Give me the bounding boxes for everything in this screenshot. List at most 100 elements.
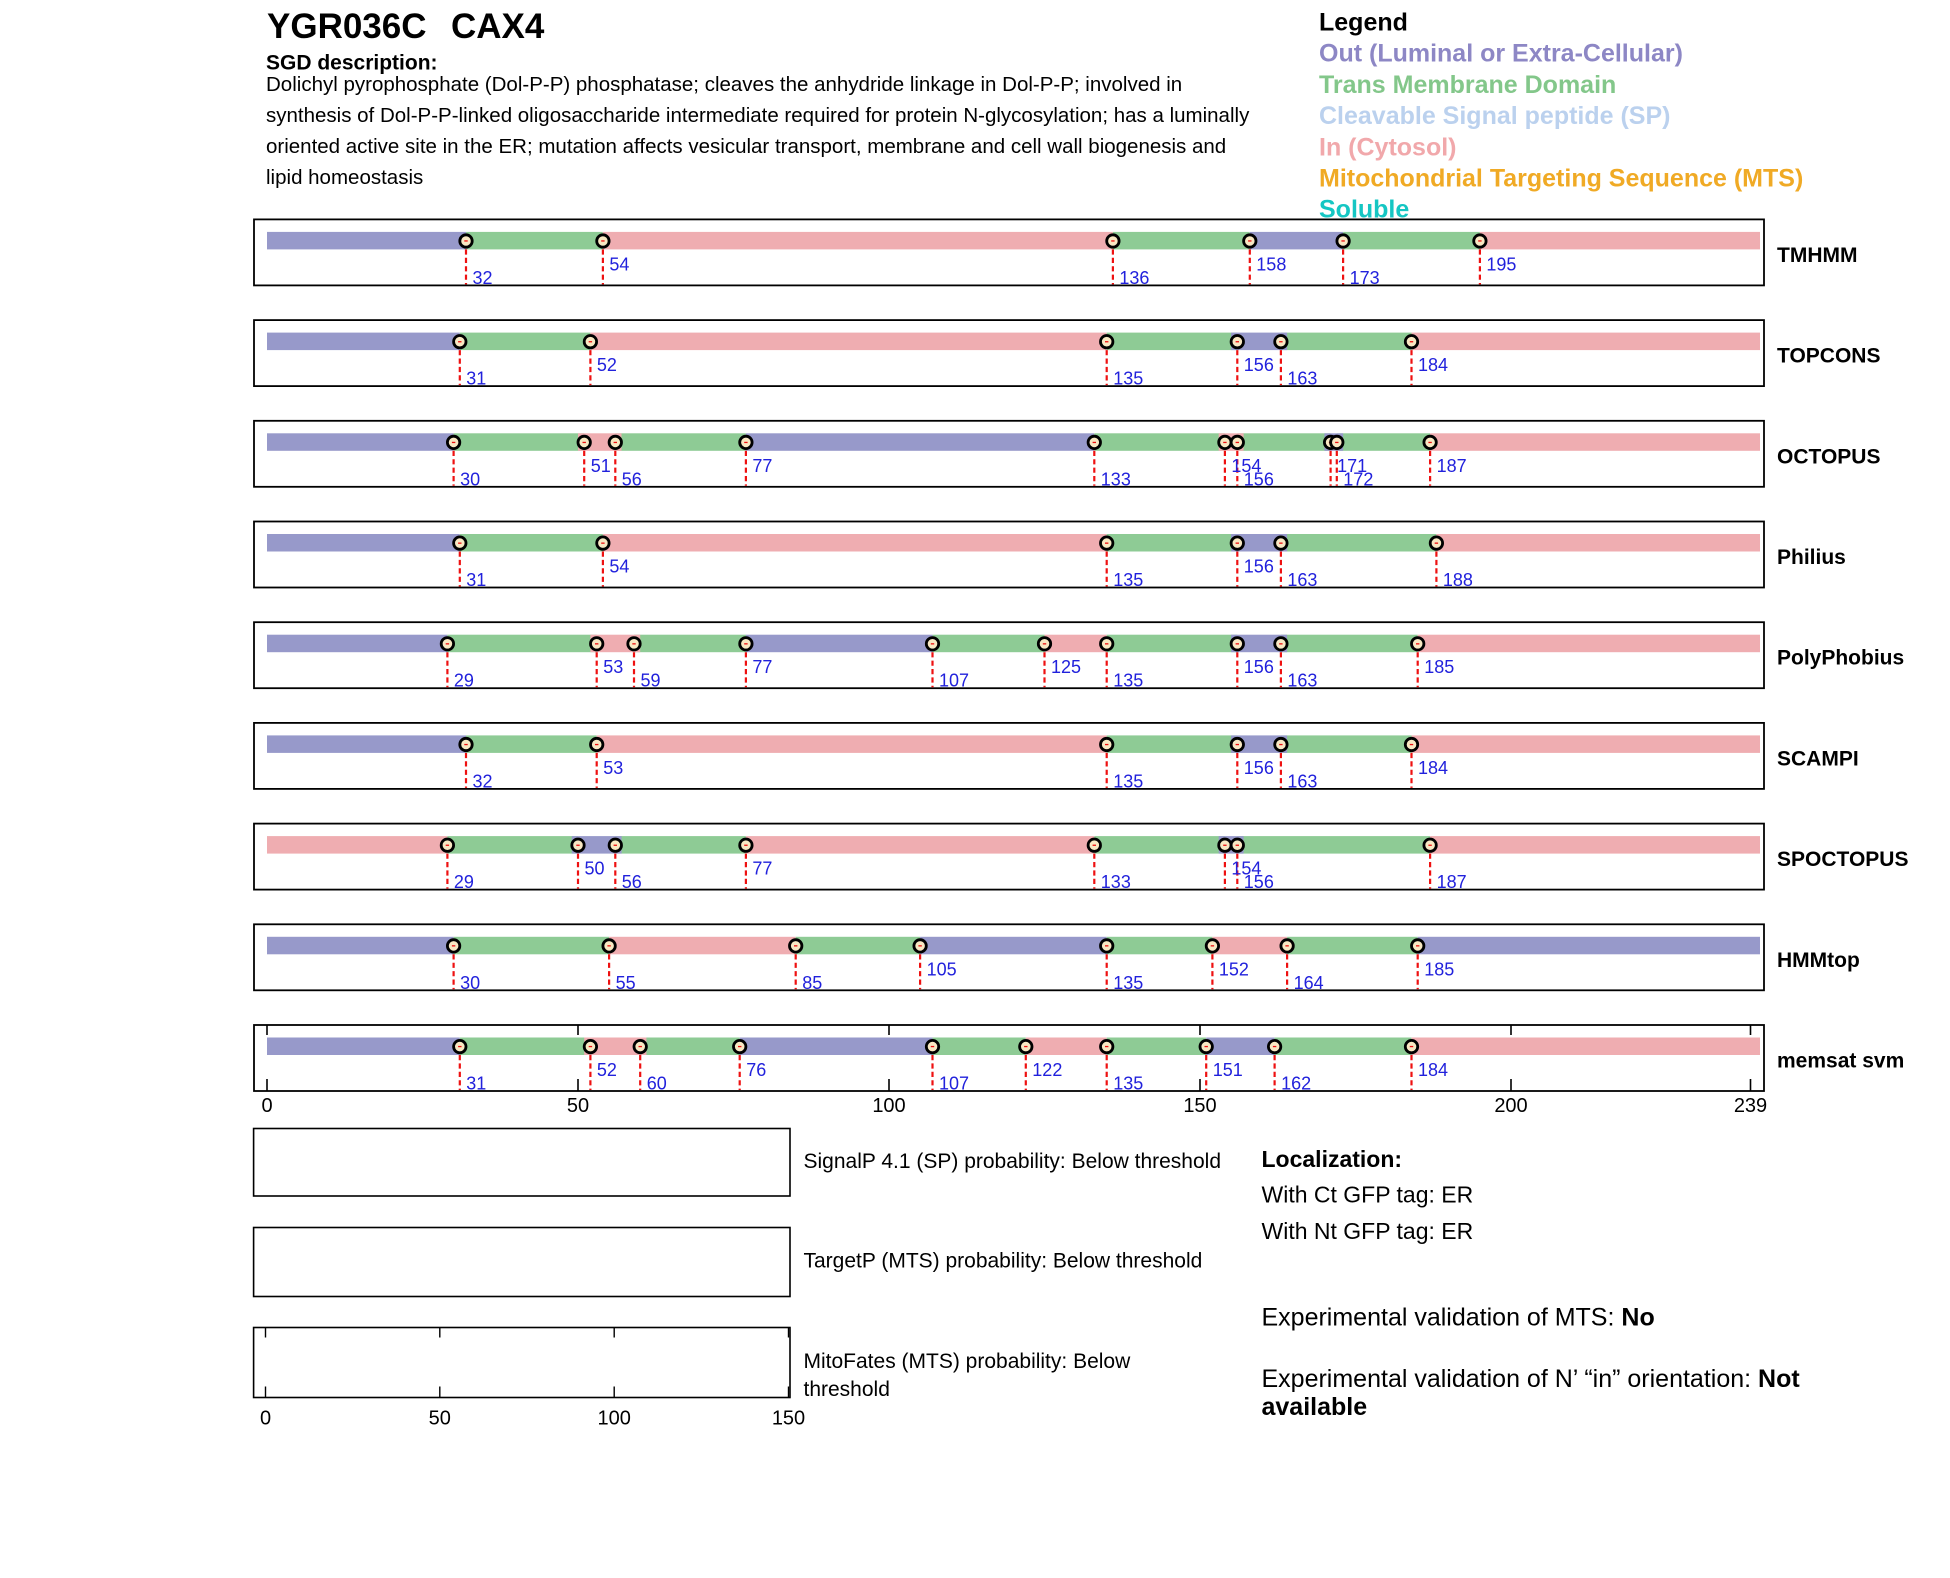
svg-text:171: 171 [1337,456,1367,476]
svg-text:200: 200 [1494,1095,1527,1117]
svg-text:55: 55 [616,973,636,993]
svg-text:133: 133 [1101,469,1131,489]
svg-text:184: 184 [1418,758,1448,778]
svg-text:0: 0 [261,1095,272,1117]
svg-text:52: 52 [597,355,617,375]
svg-text:synthesis of Dol-P-P-linked ol: synthesis of Dol-P-P-linked oligosacchar… [266,104,1250,127]
svg-text:77: 77 [752,456,772,476]
svg-text:56: 56 [622,469,642,489]
svg-text:54: 54 [609,254,629,274]
svg-text:76: 76 [746,1060,766,1080]
svg-text:185: 185 [1424,657,1454,677]
svg-text:50: 50 [567,1095,589,1117]
svg-text:135: 135 [1113,771,1143,791]
svg-text:Philius: Philius [1777,546,1846,569]
svg-text:Cleavable Signal peptide (SP): Cleavable Signal peptide (SP) [1319,102,1670,130]
svg-text:187: 187 [1437,872,1467,892]
svg-text:163: 163 [1287,671,1317,691]
svg-text:32: 32 [473,268,493,288]
svg-text:162: 162 [1281,1074,1311,1094]
svg-text:158: 158 [1256,254,1286,274]
svg-text:156: 156 [1244,657,1274,677]
svg-text:Out (Luminal or Extra-Cellular: Out (Luminal or Extra-Cellular) [1319,40,1683,68]
svg-text:184: 184 [1418,355,1448,375]
svg-text:SGD description:: SGD description: [266,52,438,75]
svg-text:150: 150 [772,1408,805,1430]
svg-text:31: 31 [466,369,486,389]
svg-text:185: 185 [1424,959,1454,979]
svg-text:CAX4: CAX4 [451,7,545,46]
svg-text:184: 184 [1418,1060,1448,1080]
svg-text:31: 31 [466,1074,486,1094]
svg-text:239: 239 [1734,1095,1767,1117]
svg-text:100: 100 [872,1095,905,1117]
svg-text:100: 100 [598,1408,631,1430]
svg-text:Localization:: Localization: [1262,1146,1403,1172]
svg-text:Experimental validation of N’: Experimental validation of N’ “in” orien… [1262,1365,1801,1393]
svg-text:135: 135 [1113,973,1143,993]
svg-text:51: 51 [591,456,611,476]
svg-text:available: available [1262,1393,1368,1421]
svg-text:154: 154 [1231,859,1261,879]
svg-text:163: 163 [1287,369,1317,389]
svg-text:29: 29 [454,671,474,691]
svg-text:60: 60 [647,1074,667,1094]
svg-text:With Ct GFP tag: ER: With Ct GFP tag: ER [1262,1182,1474,1208]
svg-text:135: 135 [1113,570,1143,590]
svg-text:memsat svm: memsat svm [1777,1050,1904,1073]
svg-text:SCAMPI: SCAMPI [1777,747,1859,770]
svg-text:173: 173 [1350,268,1380,288]
svg-text:56: 56 [622,872,642,892]
svg-text:151: 151 [1213,1060,1243,1080]
svg-text:SignalP 4.1 (SP) probability:: SignalP 4.1 (SP) probability: Below thre… [804,1150,1222,1173]
svg-text:30: 30 [460,973,480,993]
svg-text:156: 156 [1244,557,1274,577]
svg-text:oriented active site in the ER: oriented active site in the ER; mutation… [266,135,1226,158]
svg-text:53: 53 [603,657,623,677]
svg-text:SPOCTOPUS: SPOCTOPUS [1777,848,1908,871]
svg-text:105: 105 [927,959,957,979]
svg-text:TargetP (MTS) probability: Bel: TargetP (MTS) probability: Below thresho… [804,1249,1203,1272]
svg-text:Experimental validation of MTS: Experimental validation of MTS: No [1262,1304,1655,1332]
svg-text:YGR036C: YGR036C [267,7,427,46]
svg-text:172: 172 [1343,469,1373,489]
svg-text:85: 85 [802,973,822,993]
svg-text:Trans Membrane Domain: Trans Membrane Domain [1319,71,1616,99]
svg-text:154: 154 [1231,456,1261,476]
svg-text:188: 188 [1443,570,1473,590]
svg-text:152: 152 [1219,959,1249,979]
svg-text:135: 135 [1113,369,1143,389]
svg-text:Legend: Legend [1319,9,1408,37]
svg-text:107: 107 [939,1074,969,1094]
svg-text:50: 50 [585,859,605,879]
svg-text:156: 156 [1244,355,1274,375]
svg-text:Dolichyl pyrophosphate (Dol-P-: Dolichyl pyrophosphate (Dol-P-P) phospha… [266,73,1182,96]
svg-text:0: 0 [260,1408,271,1430]
svg-text:135: 135 [1113,1074,1143,1094]
svg-text:150: 150 [1183,1095,1216,1117]
svg-text:163: 163 [1287,570,1317,590]
svg-text:156: 156 [1244,469,1274,489]
svg-text:135: 135 [1113,671,1143,691]
svg-text:122: 122 [1032,1060,1062,1080]
svg-text:125: 125 [1051,657,1081,677]
svg-text:107: 107 [939,671,969,691]
svg-text:MitoFates (MTS) probability: B: MitoFates (MTS) probability: Below [804,1350,1132,1373]
svg-text:With Nt GFP tag: ER: With Nt GFP tag: ER [1262,1218,1474,1244]
svg-text:29: 29 [454,872,474,892]
svg-text:TMHMM: TMHMM [1777,244,1857,267]
svg-text:PolyPhobius: PolyPhobius [1777,647,1904,670]
svg-text:31: 31 [466,570,486,590]
svg-text:187: 187 [1437,456,1467,476]
svg-text:164: 164 [1294,973,1324,993]
svg-text:52: 52 [597,1060,617,1080]
svg-text:Mitochondrial Targeting Sequen: Mitochondrial Targeting Sequence (MTS) [1319,165,1803,193]
svg-text:In (Cytosol): In (Cytosol) [1319,133,1457,161]
svg-text:59: 59 [641,671,661,691]
svg-text:195: 195 [1486,254,1516,274]
svg-text:77: 77 [752,859,772,879]
svg-text:163: 163 [1287,771,1317,791]
svg-text:77: 77 [752,657,772,677]
svg-text:53: 53 [603,758,623,778]
svg-text:136: 136 [1119,268,1149,288]
